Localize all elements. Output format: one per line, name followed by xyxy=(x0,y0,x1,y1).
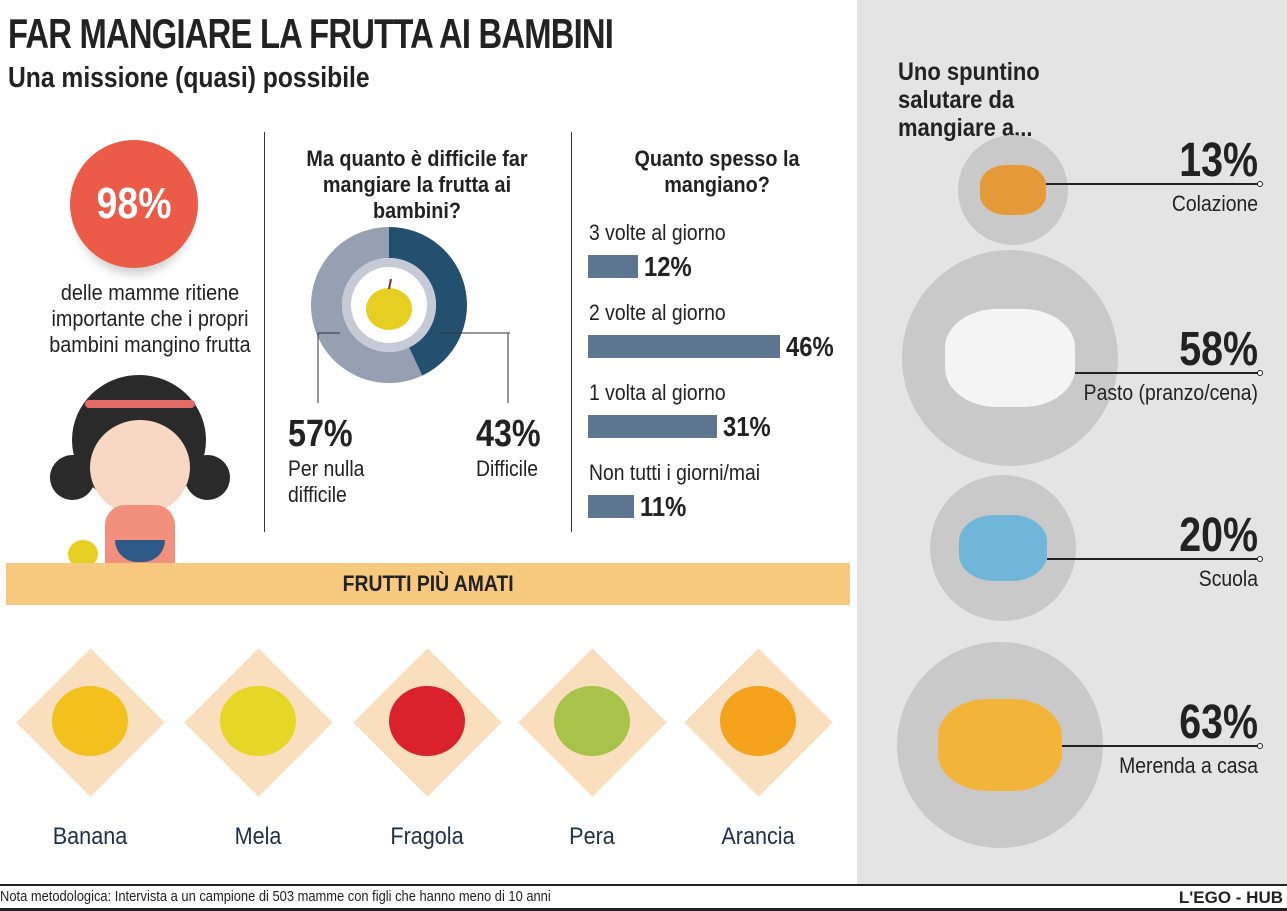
girl-illustration xyxy=(50,375,230,570)
croissant-icon xyxy=(980,165,1046,215)
frequency-value: 11% xyxy=(639,491,687,522)
snack-leader-dot xyxy=(1257,370,1263,376)
brand-logo: L'EGO - HUB xyxy=(1178,888,1283,907)
fruit-name: Fragola xyxy=(390,823,464,850)
donut-title: Ma quanto è difficile far mangiare la fr… xyxy=(306,146,528,223)
arancia-icon xyxy=(720,686,796,756)
fruit-name: Pera xyxy=(569,823,615,850)
donut-slice xyxy=(389,227,467,376)
donut-chart xyxy=(311,227,510,403)
stat-value: 98% xyxy=(96,179,172,228)
snack-value: 20% xyxy=(1179,509,1258,562)
frequency-title: Quanto spesso la mangiano? xyxy=(634,146,800,197)
frequency-value: 12% xyxy=(644,251,692,282)
snack-value: 63% xyxy=(1179,696,1258,749)
snack-title: Uno spuntino salutare da mangiare a... xyxy=(898,58,1040,142)
pasta-plate-icon xyxy=(945,309,1075,407)
fruit-name: Mela xyxy=(234,823,282,850)
footer-bottom-rule xyxy=(0,908,1287,911)
snack-value: 58% xyxy=(1179,323,1258,376)
fruits-title: FRUTTI PIÙ AMATI xyxy=(342,571,514,596)
donut-label-0: Per nulla difficile xyxy=(288,456,365,507)
leader-line xyxy=(438,332,509,403)
snack-leader-line xyxy=(1046,558,1258,560)
frequency-bar xyxy=(588,335,780,358)
donut-value-1: 43% xyxy=(476,413,541,455)
snack-label: Scuola xyxy=(1198,566,1258,591)
fruits-banner: FRUTTI PIÙ AMATI xyxy=(6,563,850,605)
frequency-label: 3 volte al giorno xyxy=(589,220,726,245)
mela-icon xyxy=(220,686,296,756)
divider xyxy=(264,132,265,532)
snack-value: 13% xyxy=(1179,134,1258,187)
snack-leader-line xyxy=(1046,183,1258,185)
page-subtitle: Una missione (quasi) possibile xyxy=(8,62,370,94)
snack-label: Pasto (pranzo/cena) xyxy=(1083,380,1258,405)
fruit-name: Arancia xyxy=(721,823,795,850)
page-title: FAR MANGIARE LA FRUTTA AI BAMBINI xyxy=(8,10,614,57)
snack-leader-dot xyxy=(1257,181,1263,187)
fruit-name: Banana xyxy=(52,823,128,850)
footer-rule xyxy=(0,884,1287,886)
banana-icon xyxy=(52,686,128,756)
juice-cereal-icon xyxy=(938,698,1062,792)
apple-icon xyxy=(366,288,412,330)
frequency-value: 31% xyxy=(723,411,771,442)
snack-label: Merenda a casa xyxy=(1119,753,1258,778)
stat-text: delle mamme ritiene importante che i pro… xyxy=(49,280,251,357)
backpack-icon xyxy=(959,515,1047,581)
donut-value-0: 57% xyxy=(288,413,353,455)
snack-leader-line xyxy=(1061,745,1258,747)
stat-circle: 98% xyxy=(70,140,198,268)
fragola-icon xyxy=(389,686,465,756)
frequency-label: 2 volte al giorno xyxy=(589,300,726,325)
donut-label-1: Difficile xyxy=(476,456,539,481)
snack-leader-dot xyxy=(1257,556,1263,562)
footer-note: Nota metodologica: Intervista a un campi… xyxy=(0,888,551,905)
snack-label: Colazione xyxy=(1171,191,1258,216)
frequency-value: 46% xyxy=(785,331,834,362)
donut-slice xyxy=(311,227,423,383)
frequency-label: Non tutti i giorni/mai xyxy=(589,460,761,485)
frequency-bar xyxy=(588,495,634,518)
frequency-label: 1 volta al giorno xyxy=(589,380,726,405)
pera-icon xyxy=(554,686,630,756)
divider xyxy=(571,132,572,532)
snack-leader-line xyxy=(1074,372,1258,374)
apple-stem xyxy=(388,278,392,290)
frequency-bar xyxy=(588,415,718,438)
frequency-bar xyxy=(588,255,639,278)
snack-leader-dot xyxy=(1257,743,1263,749)
